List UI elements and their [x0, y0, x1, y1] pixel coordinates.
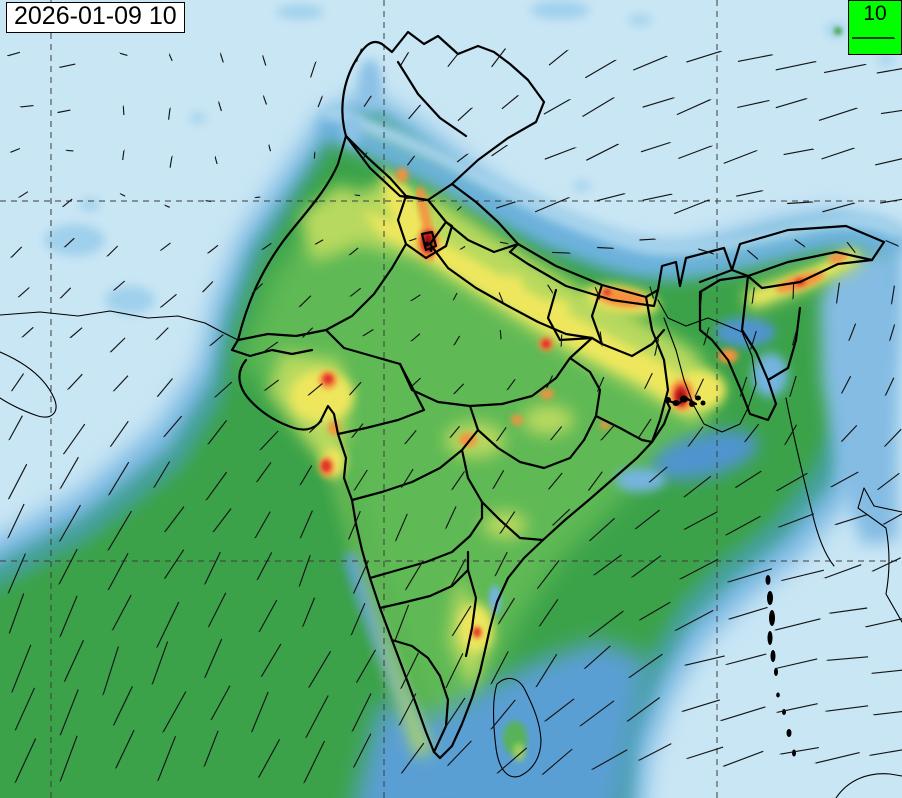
wind-scale-arrow-icon: [852, 37, 901, 49]
boundaries: [0, 30, 902, 798]
wind-scale-box: 10: [848, 0, 902, 55]
timestamp-label: 2026-01-09 10: [14, 2, 177, 30]
island-and-city-marks: [425, 241, 796, 757]
thin-coastlines: [0, 299, 902, 798]
wind-scale-value: 10: [863, 2, 887, 25]
wind-vectors: [8, 49, 902, 783]
state-boundaries: [230, 30, 886, 760]
timestamp-box: 2026-01-09 10: [6, 2, 185, 33]
